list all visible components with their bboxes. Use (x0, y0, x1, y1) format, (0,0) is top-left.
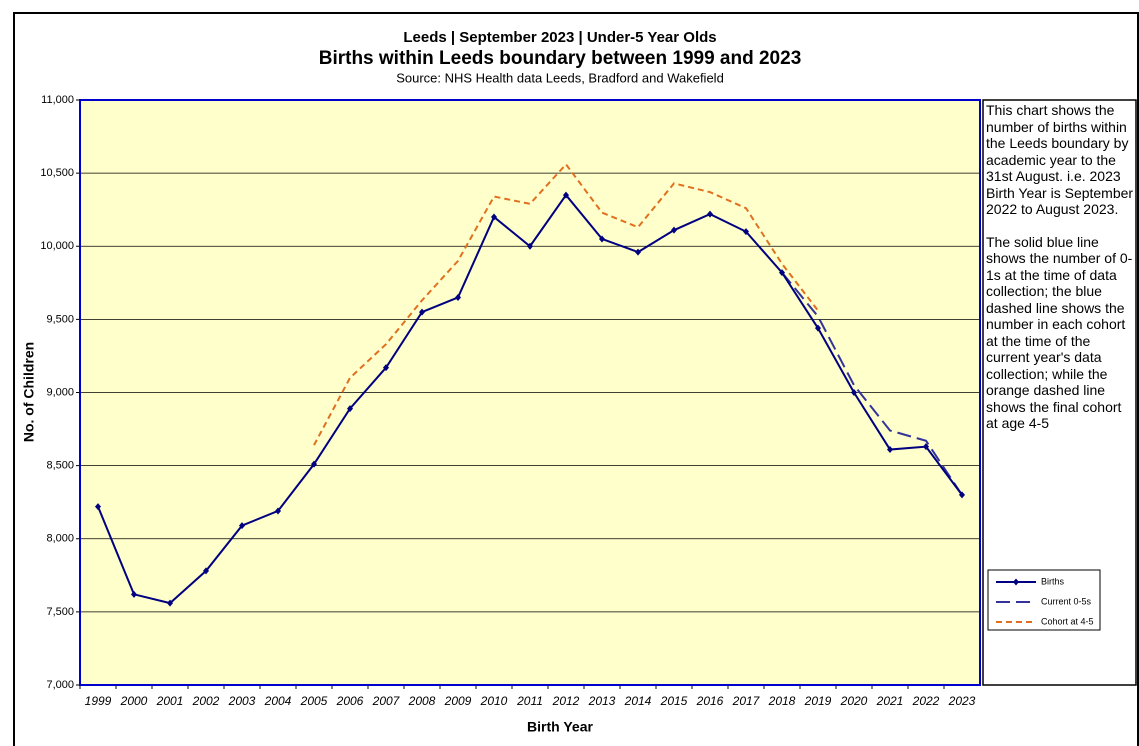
x-tick-label: 2020 (840, 694, 868, 708)
point (167, 599, 173, 607)
y-tick-label: 7,500 (46, 606, 74, 618)
point (311, 460, 317, 468)
legend-label: Births (1041, 576, 1065, 586)
y-tick-label: 10,500 (40, 167, 74, 179)
x-tick-label: 2010 (480, 694, 508, 708)
point (203, 567, 209, 575)
x-tick-label: 2004 (264, 694, 292, 708)
x-tick-label: 2019 (804, 694, 832, 708)
point (779, 269, 785, 277)
legend-box (987, 569, 1101, 631)
x-tick-label: 2022 (912, 694, 940, 708)
x-tick-label: 2002 (192, 694, 220, 708)
point (743, 228, 749, 236)
x-tick-label: 2021 (876, 694, 904, 708)
supertitle: Leeds | September 2023 | Under-5 Year Ol… (403, 29, 716, 46)
y-tick-label: 10,000 (40, 240, 74, 252)
note-box (982, 99, 1137, 686)
x-tick-label: 2011 (516, 694, 543, 708)
x-tick-label: 2007 (372, 694, 401, 708)
point (95, 503, 101, 511)
point (419, 308, 425, 316)
plot-border (79, 99, 981, 686)
note-paragraph: This chart shows the number of births wi… (986, 102, 1134, 217)
legend-label: Current 0-5s (1041, 596, 1092, 606)
x-tick-label: 2023 (948, 694, 976, 708)
x-tick-label: 2000 (120, 694, 148, 708)
point (275, 507, 281, 515)
point (707, 210, 713, 218)
x-tick-label: 2008 (408, 694, 436, 708)
note-paragraph: The solid blue line shows the number of … (986, 233, 1133, 432)
point (887, 446, 893, 454)
x-tick-label: 1999 (85, 694, 112, 708)
y-tick-label: 9,500 (46, 313, 74, 325)
y-axis-label: No. of Children (21, 342, 37, 442)
y-tick-label: 8,000 (46, 533, 74, 545)
subtitle: Source: NHS Health data Leeds, Bradford … (396, 70, 724, 85)
x-tick-label: 2003 (228, 694, 256, 708)
x-tick-label: 2018 (768, 694, 796, 708)
point (923, 443, 929, 451)
y-tick-label: 9,000 (46, 386, 74, 398)
point (815, 324, 821, 332)
chart-border (13, 12, 1139, 746)
point (455, 293, 461, 301)
x-tick-label: 2016 (696, 694, 724, 708)
y-tick-label: 7,000 (46, 679, 74, 691)
point (671, 226, 677, 234)
x-tick-label: 2013 (588, 694, 616, 708)
x-tick-label: 2005 (300, 694, 328, 708)
legend-marker (1013, 578, 1019, 586)
x-axis-label: Birth Year (527, 719, 593, 735)
point (347, 405, 353, 413)
point (599, 235, 605, 243)
x-tick-label: 2006 (336, 694, 364, 708)
point (959, 491, 965, 499)
x-tick-label: 2014 (624, 694, 652, 708)
point (491, 213, 497, 221)
x-tick-label: 2009 (444, 694, 472, 708)
chart-title: Births within Leeds boundary between 199… (319, 48, 802, 69)
point (383, 364, 389, 372)
series-line (313, 162, 819, 446)
x-tick-label: 2001 (156, 694, 184, 708)
x-tick-label: 2012 (552, 694, 580, 708)
point (527, 242, 533, 250)
note: This chart shows the number of births wi… (986, 102, 1136, 448)
point (239, 522, 245, 530)
y-tick-label: 8,500 (46, 460, 74, 472)
point (635, 248, 641, 256)
point (131, 590, 137, 598)
legend-label: Cohort at 4-5 (1041, 616, 1094, 626)
x-tick-label: 2015 (660, 694, 688, 708)
y-tick-label: 11,000 (41, 94, 74, 106)
point (563, 191, 569, 199)
x-tick-label: 2017 (732, 694, 761, 708)
point (851, 389, 857, 396)
series-line (781, 271, 963, 496)
